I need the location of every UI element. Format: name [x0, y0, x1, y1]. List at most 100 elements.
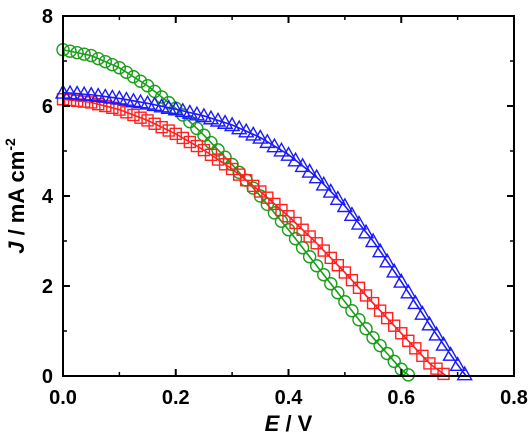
y-tick-label: 2 [42, 276, 53, 298]
data-point [176, 131, 189, 145]
y-tick-label: 4 [42, 186, 54, 208]
data-point [395, 327, 408, 340]
data-point [141, 114, 154, 127]
data-point [416, 349, 429, 363]
y-axis-label-unit: / mA cm [4, 151, 29, 242]
data-point [273, 141, 290, 157]
data-point [288, 232, 303, 246]
data-point [119, 65, 134, 79]
data-point [359, 322, 373, 336]
data-point [400, 283, 417, 299]
data-point [162, 124, 175, 137]
data-point [70, 45, 84, 60]
data-point [345, 304, 359, 318]
data-point [155, 120, 168, 134]
data-point [428, 325, 445, 341]
data-point [77, 47, 91, 61]
data-point [167, 100, 184, 116]
data-point [364, 232, 382, 248]
data-point [148, 117, 161, 130]
data-point [366, 296, 380, 310]
data-point [393, 273, 410, 288]
data-point [160, 99, 177, 114]
series-layer [54, 43, 473, 382]
data-point [218, 158, 232, 171]
data-point [84, 48, 98, 63]
x-tick-label: 0.8 [500, 387, 528, 409]
data-point [133, 74, 148, 88]
data-point [359, 289, 373, 302]
data-point [197, 128, 211, 142]
data-point [63, 44, 77, 58]
data-point [409, 342, 422, 355]
data-point [322, 183, 339, 198]
data-point [421, 315, 438, 331]
x-tick-label: 0.4 [275, 387, 304, 409]
data-point [373, 338, 387, 353]
data-point [146, 96, 163, 112]
data-point [77, 95, 91, 108]
data-point [380, 346, 394, 361]
y-axis-label-superscript: -2 [2, 138, 18, 151]
data-point [267, 206, 282, 220]
data-point [91, 51, 105, 66]
data-point [435, 336, 452, 351]
series-line [62, 91, 467, 377]
data-point [287, 151, 304, 167]
data-point [407, 294, 424, 310]
data-point [289, 216, 302, 230]
data-point [401, 368, 415, 382]
data-point [437, 367, 450, 381]
data-point [345, 273, 359, 287]
data-point [245, 125, 262, 141]
data-point [197, 143, 211, 157]
data-point [350, 215, 368, 230]
data-point [331, 286, 345, 300]
data-point [456, 365, 473, 381]
data-point [414, 305, 431, 320]
data-point [218, 150, 232, 164]
data-point [402, 334, 415, 347]
data-point [449, 356, 466, 372]
data-point [309, 259, 324, 273]
y-axis-label-symbol: J [4, 241, 29, 254]
data-point [238, 122, 255, 138]
data-point [98, 54, 112, 69]
data-point [329, 190, 347, 206]
data-point [63, 93, 77, 107]
y-axis-label: J / mA cm-2 [2, 138, 29, 254]
data-point [324, 277, 338, 291]
tick-layer: 0.0 0.2 0.4 0.6 0.8 0 2 4 6 8 [42, 6, 528, 409]
data-point [188, 105, 206, 121]
y-tick-label: 0 [42, 366, 53, 388]
data-point [211, 153, 225, 166]
data-point [373, 304, 387, 317]
data-point [204, 148, 218, 162]
data-point [295, 241, 310, 255]
data-point [266, 137, 283, 153]
data-point [366, 331, 380, 345]
x-tick-label: 0.0 [49, 387, 77, 409]
data-point [301, 163, 318, 178]
data-point [371, 242, 389, 258]
data-point [352, 313, 366, 327]
data-point [303, 230, 316, 243]
data-point [174, 102, 191, 118]
y-tick-label: 6 [42, 96, 53, 118]
data-point [324, 251, 337, 265]
data-point [338, 266, 352, 279]
data-point [315, 175, 332, 191]
data-point [183, 135, 197, 149]
data-point [282, 210, 295, 223]
data-point [92, 97, 105, 111]
data-point [294, 157, 311, 173]
data-point [216, 114, 234, 129]
x-tick-label: 0.2 [162, 387, 190, 409]
data-point [84, 96, 98, 109]
x-axis-label: E / V [265, 411, 313, 436]
data-point [280, 146, 297, 161]
data-point [252, 129, 269, 144]
data-point [336, 197, 354, 213]
x-axis-label-symbol: E [265, 411, 281, 436]
